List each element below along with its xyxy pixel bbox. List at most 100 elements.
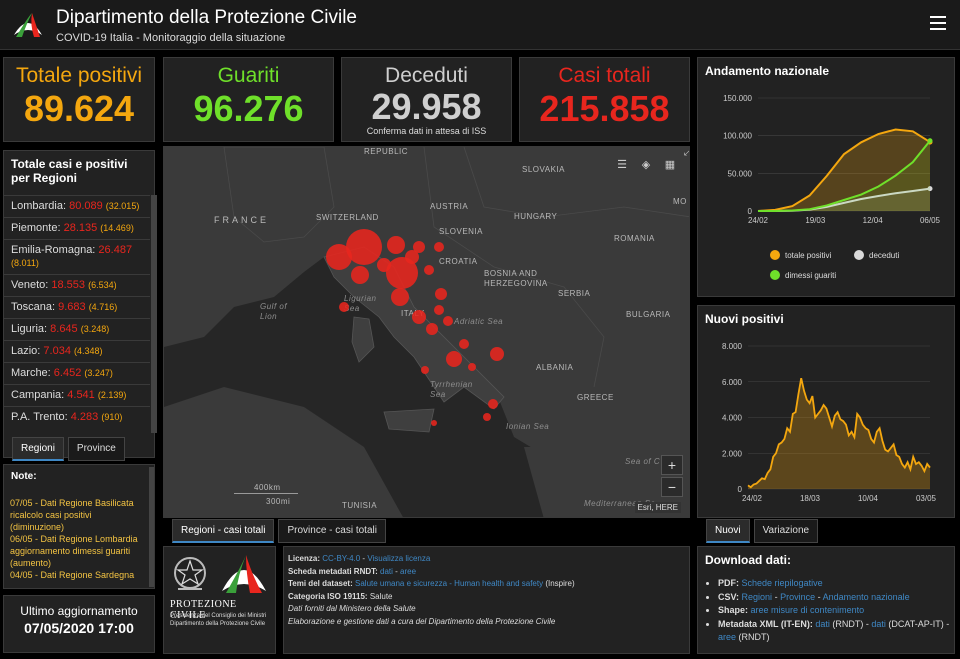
region-bubble xyxy=(339,302,349,312)
tab-regioni-casi[interactable]: Regioni - casi totali xyxy=(172,519,275,543)
map-label: HUNGARY xyxy=(514,212,558,221)
dl-link[interactable]: Regioni xyxy=(741,591,773,602)
region-cases: 8.645 xyxy=(50,323,81,335)
dl-link[interactable]: dati xyxy=(871,618,886,629)
region-row[interactable]: Marche: 6.452 (3.247) xyxy=(4,362,150,384)
map-attribution[interactable]: Esri, HERE xyxy=(634,502,681,513)
stat-guariti: Guariti 96.276 xyxy=(163,57,334,142)
notes-scrollbar[interactable] xyxy=(149,467,154,587)
iso-value: Salute xyxy=(367,591,393,601)
region-name: Piemonte: xyxy=(11,222,64,234)
note-line: 07/05 - Dati Regione Basilicata ricalcol… xyxy=(10,498,134,532)
region-row[interactable]: Liguria: 8.645 (3.248) xyxy=(4,318,150,340)
trend-chart-title: Andamento nazionale xyxy=(705,64,830,78)
new-chart-tabs: Nuovi Variazione xyxy=(706,519,822,543)
stat-label: Totale positivi xyxy=(15,64,143,87)
pc-sub2: Dipartimento della Protezione Civile xyxy=(170,621,266,627)
region-row[interactable]: Toscana: 9.683 (4.716) xyxy=(4,296,150,318)
tab-province[interactable]: Province xyxy=(67,437,125,461)
stat-label: Deceduti xyxy=(385,64,468,87)
map-label: CROATIA xyxy=(439,257,478,266)
region-positivi: (4.348) xyxy=(74,346,103,356)
region-row[interactable]: Campania: 4.541 (2.139) xyxy=(4,384,150,406)
region-bubble xyxy=(387,236,405,254)
trend-chart-panel: Andamento nazionale 0 50.000 100.000 150.00… xyxy=(697,57,955,297)
dl-label: PDF: xyxy=(718,578,739,588)
region-positivi: (8.011) xyxy=(11,258,39,268)
map-scale-bar: 400km 300mi xyxy=(234,483,314,507)
region-name: Lazio: xyxy=(11,345,44,357)
region-row[interactable]: Lazio: 7.034 (4.348) xyxy=(4,340,150,362)
dl-link[interactable]: Andamento nazionale xyxy=(822,591,910,602)
regions-list[interactable]: Lombardia: 80.089 (32.015) Piemonte: 28.1… xyxy=(4,195,150,433)
region-row[interactable]: P.A. Trento: 4.283 (910) xyxy=(4,406,150,428)
hamburger-menu-icon[interactable] xyxy=(930,16,946,30)
region-bubble xyxy=(412,310,426,324)
download-title: Download dati: xyxy=(705,553,791,567)
series-line xyxy=(757,128,931,212)
new-chart[interactable]: 0 2.000 4.000 6.000 8.000 24/02 18/03 10/04 03/0… xyxy=(698,334,956,514)
map-label: Tyrrhenian Sea xyxy=(430,380,473,399)
legend-positivi[interactable]: totale positivi xyxy=(770,250,850,260)
pc-sub1: Presidenza del Consiglio dei Ministri xyxy=(170,613,267,619)
dl-link[interactable]: Schede riepilogative xyxy=(741,578,823,588)
legend-guariti[interactable]: dimessi guariti xyxy=(770,270,870,280)
tab-nuovi[interactable]: Nuovi xyxy=(706,519,750,543)
map-label: Adriatic Sea xyxy=(454,317,504,326)
map-label: Ionian Sea xyxy=(506,422,550,431)
region-bubble xyxy=(435,288,447,300)
region-row[interactable]: Veneto: 18.553 (6.534) xyxy=(4,274,150,296)
update-value: 07/05/2020 17:00 xyxy=(24,620,134,636)
zoom-in-button[interactable]: + xyxy=(661,455,683,475)
map-label: Gulf of Lion xyxy=(260,302,288,321)
license-link[interactable]: CC-BY-4.0 xyxy=(322,554,361,563)
list-icon[interactable]: ☰ xyxy=(617,159,627,171)
expand-icon[interactable]: ⤢ xyxy=(677,147,689,163)
rndt-aree-link[interactable]: aree xyxy=(400,566,417,576)
y-tick-label: 6.000 xyxy=(722,378,743,387)
dl-link[interactable]: dati xyxy=(815,618,830,629)
map-view[interactable]: REPUBLIC SLOVAKIA MO FRANCE SWITZERLAND … xyxy=(163,146,690,518)
logos-panel: PROTEZIONE CIVILE Presidenza del Consigl… xyxy=(163,546,276,654)
region-cases: 26.487 xyxy=(98,244,133,256)
region-row[interactable]: Emilia-Romagna: 26.487 (8.011) xyxy=(4,239,150,274)
map-label: Ligurian Sea xyxy=(344,294,377,313)
dl-link[interactable]: Province xyxy=(780,591,816,602)
dl-link[interactable]: aree xyxy=(718,632,737,642)
x-tick-label: 06/05 xyxy=(920,216,941,225)
dl-sep: - xyxy=(772,591,781,602)
map-label: REPUBLIC xyxy=(364,147,409,156)
tab-variazione[interactable]: Variazione xyxy=(753,519,819,543)
y-tick-label: 2.000 xyxy=(722,449,743,458)
y-tick-label: 0 xyxy=(738,485,743,494)
series-line xyxy=(757,140,931,212)
region-cases: 4.541 xyxy=(67,389,98,401)
region-name: P.A. Trento: xyxy=(11,411,71,423)
fornito-text: Dati forniti dal Ministero della Salute xyxy=(288,604,416,613)
map-label: ROMANIA xyxy=(614,234,655,243)
layers-icon[interactable]: ◈ xyxy=(641,159,651,171)
region-row[interactable]: Piemonte: 28.135 (14.469) xyxy=(4,217,150,239)
regions-scrollbar[interactable] xyxy=(151,195,157,433)
region-row[interactable]: Lombardia: 80.089 (32.015) xyxy=(4,195,150,217)
trend-chart[interactable]: 0 50.000 100.000 150.000 24/02 19/03 12/04 06/0… xyxy=(698,86,956,256)
download-pdf: PDF: Schede riepilogative xyxy=(718,577,954,591)
qr-grid-icon[interactable]: ▦ xyxy=(664,159,676,171)
series-area xyxy=(748,378,930,489)
legend-deceduti[interactable]: deceduti xyxy=(854,250,934,260)
rndt-dati-link[interactable]: dati xyxy=(380,566,393,576)
stat-value: 215.858 xyxy=(539,88,670,129)
license-view-link[interactable]: Visualizza licenza xyxy=(367,554,431,563)
regions-title: Totale casi e positivi per Regioni xyxy=(11,157,128,185)
map-label: ALBANIA xyxy=(536,363,574,372)
region-cases: 9.683 xyxy=(58,301,89,313)
dl-link[interactable]: aree misure di contenimento xyxy=(750,605,865,615)
note-line: 06/05 - Dati Regione Lombardia aggiornam… xyxy=(10,534,138,568)
download-xml: Metadata XML (IT-EN): dati (RNDT) - dati… xyxy=(718,618,954,645)
download-shape: Shape: aree misure di contenimento xyxy=(718,604,954,618)
y-tick-label: 4.000 xyxy=(722,414,743,423)
tab-province-casi[interactable]: Province - casi totali xyxy=(278,519,386,543)
temi-link[interactable]: Salute umana e sicurezza - Human health … xyxy=(355,579,544,588)
tab-regioni[interactable]: Regioni xyxy=(12,437,64,461)
zoom-out-button[interactable]: − xyxy=(661,477,683,497)
